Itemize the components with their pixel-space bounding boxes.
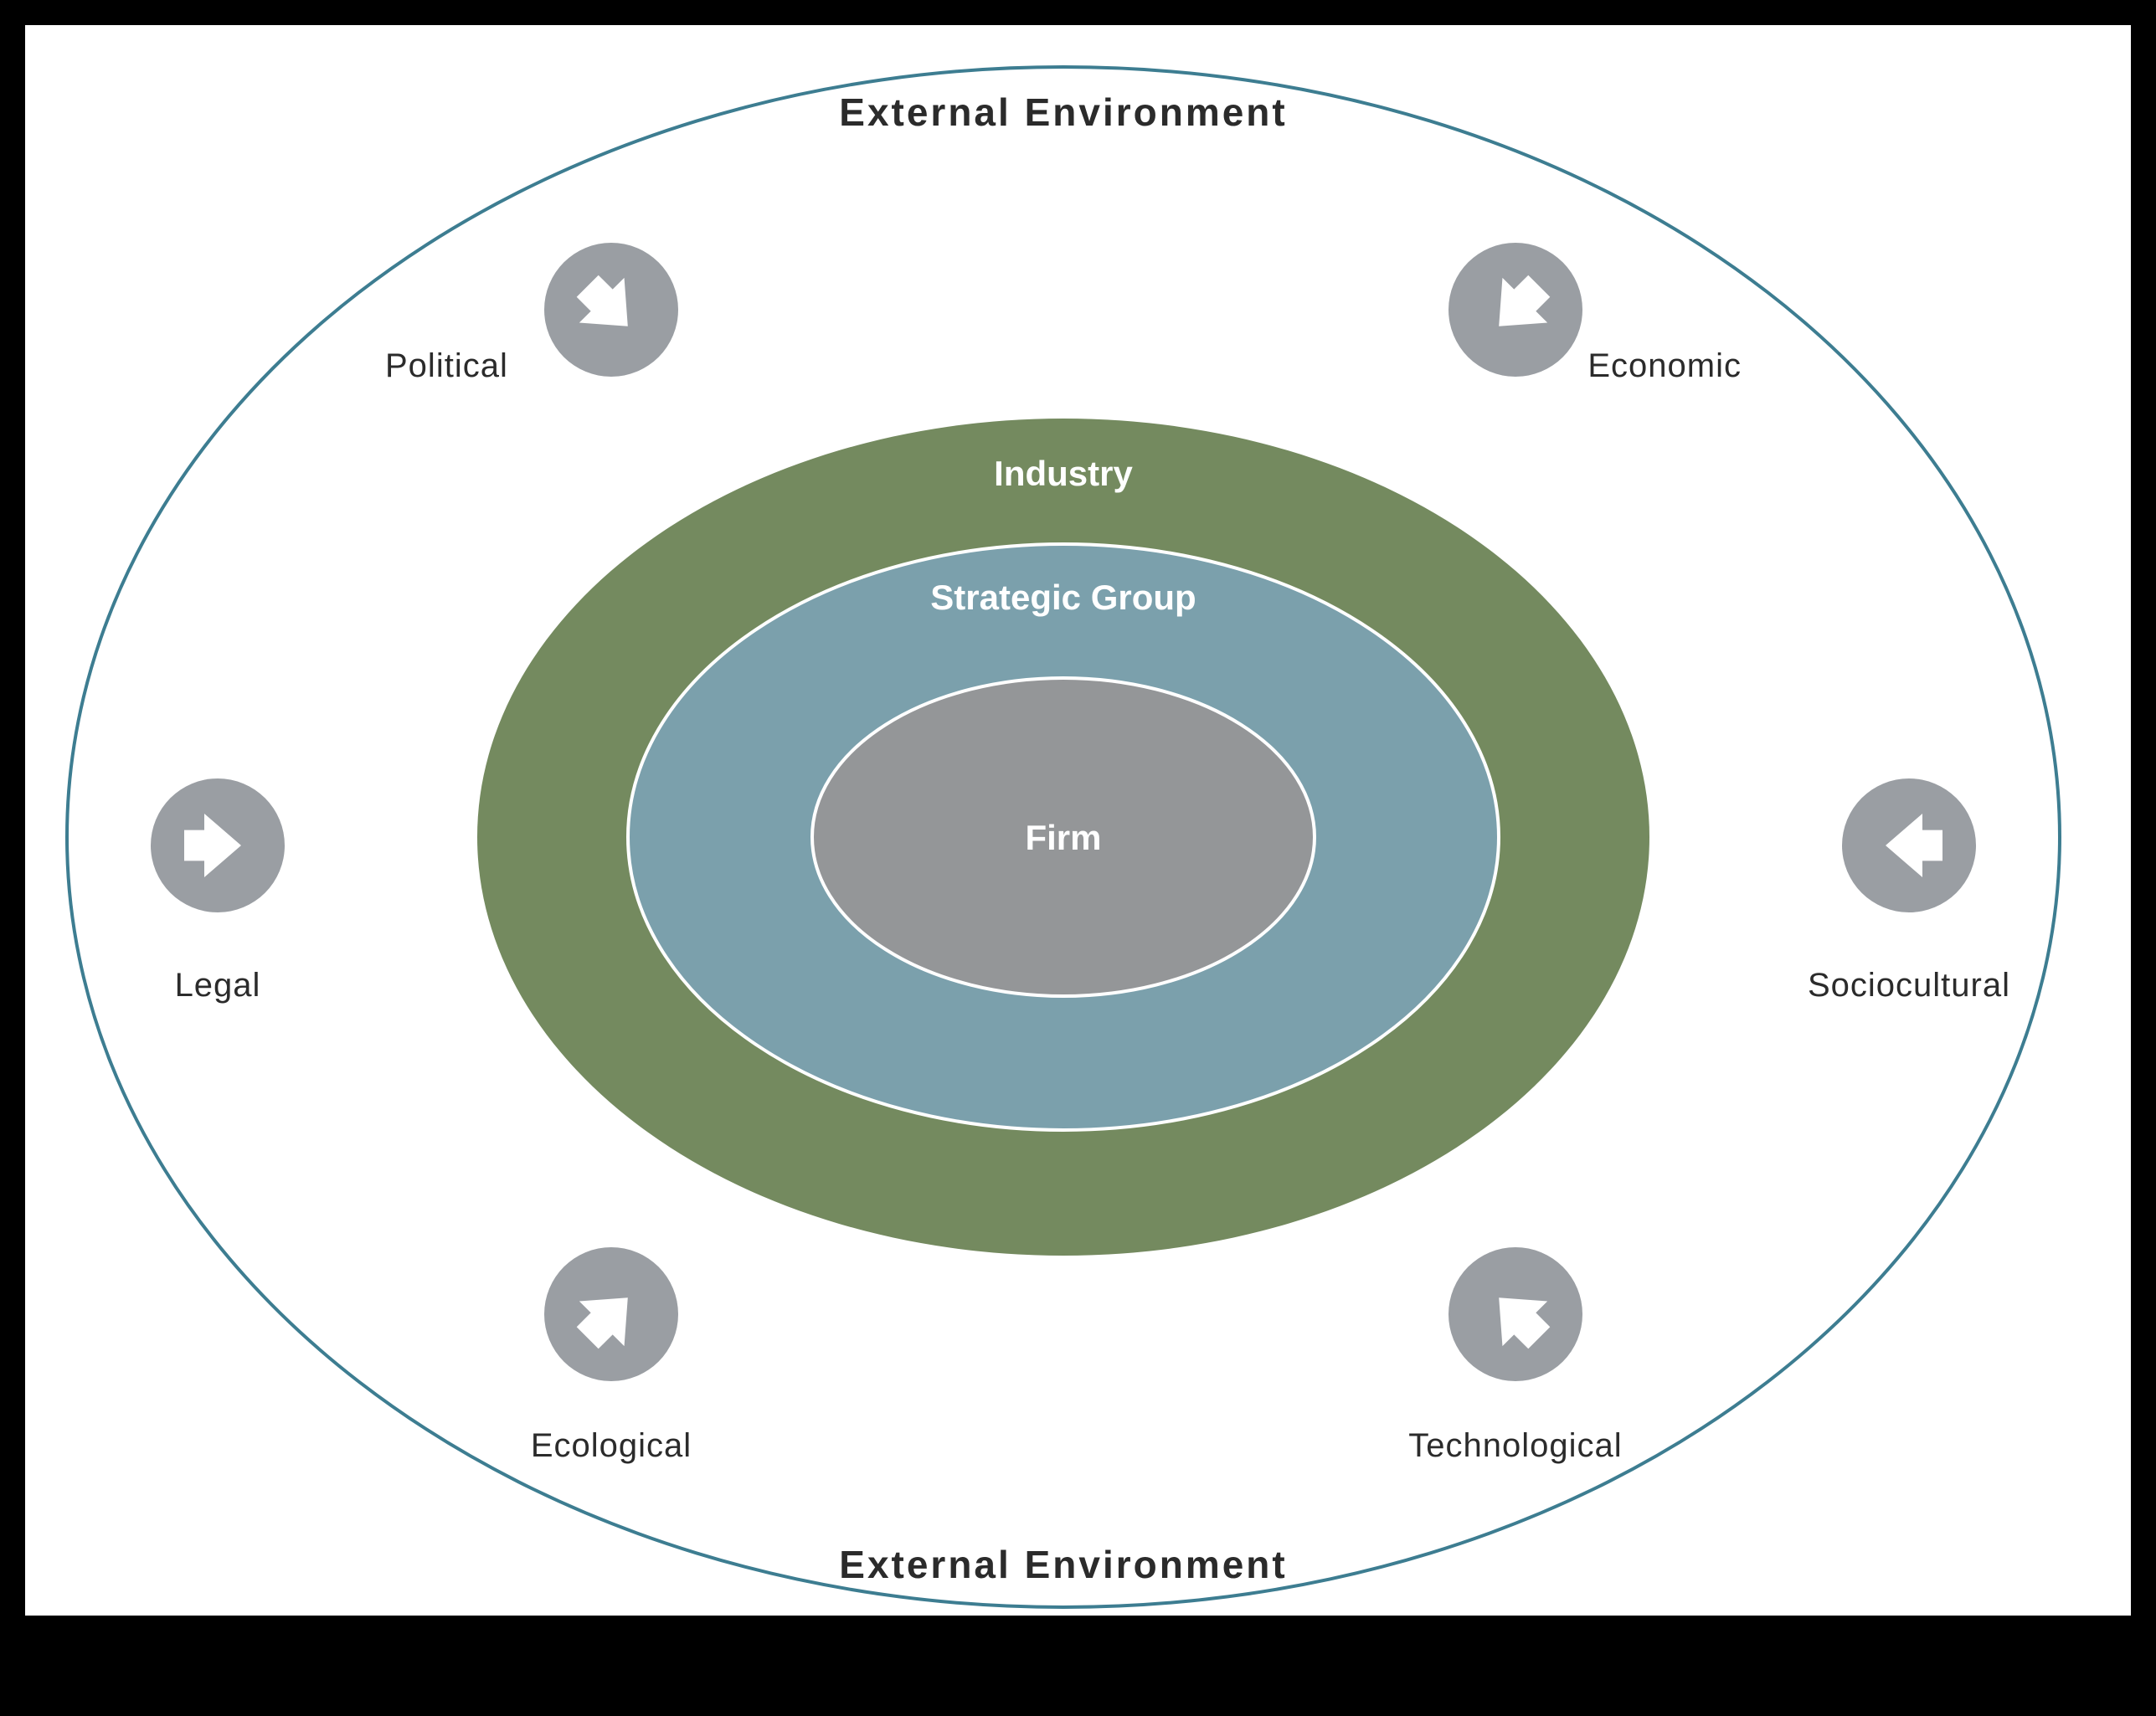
strategic-group-label: Strategic Group — [930, 578, 1196, 617]
outer-label-bottom: External Environment — [839, 1543, 1287, 1586]
political-label: Political — [385, 347, 508, 384]
ecological-factor — [544, 1247, 678, 1381]
firm-label: Firm — [1025, 818, 1101, 857]
legal-label: Legal — [175, 967, 261, 1004]
economic-factor — [1448, 243, 1582, 377]
sociocultural-label: Sociocultural — [1808, 967, 2010, 1004]
technological-factor — [1448, 1247, 1582, 1381]
ecological-label: Ecological — [531, 1427, 692, 1464]
outer-label-top: External Environment — [839, 90, 1287, 134]
diagram-svg: External Environment External Environment… — [25, 25, 2131, 1616]
legal-factor — [151, 778, 285, 912]
sociocultural-factor — [1842, 778, 1976, 912]
economic-label: Economic — [1587, 347, 1742, 384]
diagram-frame: External Environment External Environment… — [0, 0, 2156, 1716]
political-factor — [544, 243, 678, 377]
technological-label: Technological — [1408, 1427, 1622, 1464]
industry-label: Industry — [994, 454, 1133, 493]
